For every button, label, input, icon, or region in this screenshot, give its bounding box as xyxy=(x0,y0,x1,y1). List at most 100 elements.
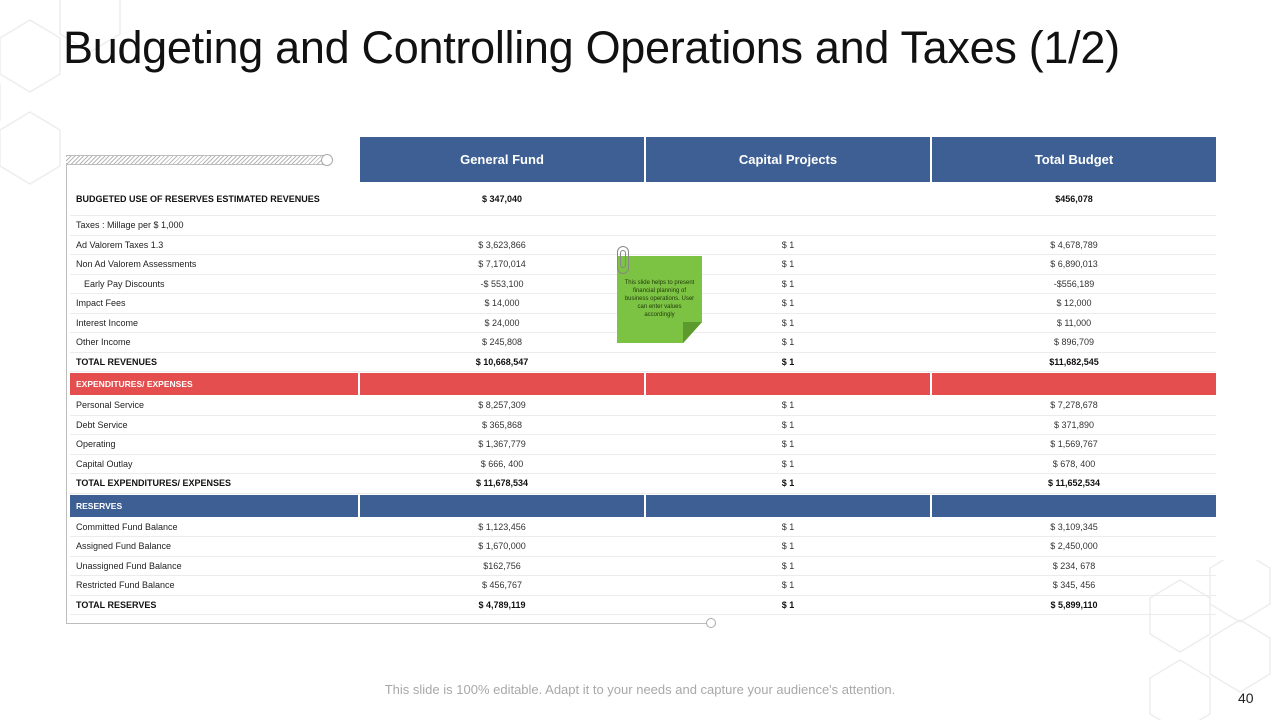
row-label: TOTAL EXPENDITURES/ EXPENSES xyxy=(76,478,232,489)
expenditures-band: EXPENDITURES/ EXPENSES xyxy=(70,373,1216,395)
cell-capital-projects: $ 1 xyxy=(781,298,795,309)
row-label: Early Pay Discounts xyxy=(84,278,165,289)
cell-general-fund: $ 7,170,014 xyxy=(478,259,526,270)
cell-capital-projects: $ 1 xyxy=(781,521,795,532)
cell-total-budget: $11,682,545 xyxy=(1049,356,1099,367)
row-label: TOTAL RESERVES xyxy=(76,599,157,610)
cell-general-fund: $ 666, 400 xyxy=(480,458,524,469)
cell-total-budget: -$556,189 xyxy=(1053,278,1095,289)
sticky-note-text: This slide helps to present financial pl… xyxy=(624,280,695,318)
cell-total-budget: $ 7,278,678 xyxy=(1050,400,1098,411)
band-cell xyxy=(646,494,930,517)
expenditure-rows: Personal Service $ 8,257,309 $ 1 $ 7,278,67… xyxy=(70,396,1216,494)
cell-capital-projects: $ 1 xyxy=(781,400,795,411)
cell-total-budget xyxy=(932,216,1216,235)
cell-general-fund: $ 24,000 xyxy=(484,317,520,328)
cell-general-fund: $162,756 xyxy=(483,560,521,571)
frame-left-line xyxy=(66,163,67,623)
cell-capital-projects xyxy=(646,182,930,215)
cell-general-fund: $ 347,040 xyxy=(481,193,523,204)
row-label: Unassigned Fund Balance xyxy=(76,560,182,571)
table-row: Restricted Fund Balance $ 456,767 $ 1 $ 345… xyxy=(70,576,1216,596)
cell-total-budget: $ 1,569,767 xyxy=(1050,439,1098,450)
cell-total-budget: $ 2,450,000 xyxy=(1050,541,1098,552)
page-number: 40 xyxy=(1238,690,1254,706)
row-label: Impact Fees xyxy=(76,298,126,309)
cell-capital-projects: $ 1 xyxy=(781,541,795,552)
cell-capital-projects: $ 1 xyxy=(781,239,795,250)
row-label: Capital Outlay xyxy=(76,458,133,469)
row-label: Other Income xyxy=(76,337,131,348)
band-cell xyxy=(360,373,644,395)
cell-capital-projects: $ 1 xyxy=(781,419,795,430)
table-row: TOTAL RESERVES $ 4,789,119 $ 1 $ 5,899,110 xyxy=(70,596,1216,615)
band-cell xyxy=(646,373,930,395)
cell-general-fund: $ 3,623,866 xyxy=(478,239,526,250)
paperclip-inner-icon xyxy=(620,250,626,268)
cell-capital-projects: $ 1 xyxy=(781,259,795,270)
cell-capital-projects: $ 1 xyxy=(781,599,795,610)
band-cell xyxy=(932,373,1216,395)
cell-capital-projects: $ 1 xyxy=(781,580,795,591)
cell-capital-projects: $ 1 xyxy=(781,560,795,571)
frame-knob-top xyxy=(321,154,333,166)
table-row: BUDGETED USE OF RESERVES ESTIMATED REVEN… xyxy=(70,182,1216,216)
cell-total-budget: $ 5,899,110 xyxy=(1050,599,1098,610)
table-row: Capital Outlay $ 666, 400 $ 1 $ 678, 400 xyxy=(70,455,1216,474)
hexagon-pattern-bottom-right-icon xyxy=(1149,560,1271,720)
table-row: Unassigned Fund Balance $162,756 $ 1 $ 234,… xyxy=(70,557,1216,576)
column-header-capital-projects: Capital Projects xyxy=(646,137,930,182)
footer-note: This slide is 100% editable. Adapt it to… xyxy=(384,682,896,697)
cell-total-budget: $ 11,652,534 xyxy=(1047,478,1101,489)
row-label: Non Ad Valorem Assessments xyxy=(76,259,197,270)
cell-capital-projects: $ 1 xyxy=(781,337,795,348)
cell-general-fund: $ 8,257,309 xyxy=(478,400,526,411)
table-row: Operating $ 1,367,779 $ 1 $ 1,569,767 xyxy=(70,435,1216,455)
row-label: BUDGETED USE OF RESERVES ESTIMATED REVEN… xyxy=(76,193,320,204)
cell-general-fund: $ 11,678,534 xyxy=(475,478,529,489)
cell-general-fund: $ 365,868 xyxy=(481,419,523,430)
table-row: Committed Fund Balance $ 1,123,456 $ 1 $ 3,… xyxy=(70,518,1216,537)
cell-general-fund: $ 1,367,779 xyxy=(478,439,526,450)
row-label: Restricted Fund Balance xyxy=(76,580,175,591)
cell-total-budget: $ 4,678,789 xyxy=(1050,239,1098,250)
header-spacer xyxy=(70,137,358,182)
cell-capital-projects: $ 1 xyxy=(781,458,795,469)
cell-general-fund: $ 245,808 xyxy=(481,337,523,348)
cell-total-budget: $ 345, 456 xyxy=(1052,580,1096,591)
row-label: TOTAL REVENUES xyxy=(76,356,158,367)
table-header: General Fund Capital Projects Total Budg… xyxy=(70,137,1216,182)
row-label: Personal Service xyxy=(76,400,145,411)
cell-general-fund: $ 1,123,456 xyxy=(478,521,526,532)
cell-total-budget: $ 234, 678 xyxy=(1052,560,1096,571)
table-row: Debt Service $ 365,868 $ 1 $ 371,890 xyxy=(70,416,1216,435)
cell-capital-projects: $ 1 xyxy=(781,356,795,367)
reserves-label: RESERVES xyxy=(70,494,358,517)
row-label: Interest Income xyxy=(76,317,139,328)
cell-total-budget: $456,078 xyxy=(1055,193,1093,204)
budget-table: General Fund Capital Projects Total Budg… xyxy=(70,137,1216,615)
reserves-band: RESERVES xyxy=(70,494,1216,517)
reserve-rows: Committed Fund Balance $ 1,123,456 $ 1 $ 3,… xyxy=(70,518,1216,615)
frame-top-bar xyxy=(66,155,328,165)
row-label: Assigned Fund Balance xyxy=(76,541,172,552)
cell-general-fund: -$ 553,100 xyxy=(480,278,524,289)
band-cell xyxy=(360,494,644,517)
cell-total-budget: $ 371,890 xyxy=(1053,419,1095,430)
cell-total-budget: $ 678, 400 xyxy=(1052,458,1096,469)
row-label: Taxes : Millage per $ 1,000 xyxy=(76,220,184,231)
row-label: Debt Service xyxy=(76,419,128,430)
cell-capital-projects: $ 1 xyxy=(781,317,795,328)
table-row: Ad Valorem Taxes 1.3 $ 3,623,866 $ 1 $ 4,67… xyxy=(70,236,1216,255)
frame-knob-bottom xyxy=(706,618,716,628)
table-row: TOTAL REVENUES $ 10,668,547 $ 1 $11,682,545 xyxy=(70,353,1216,372)
row-label: Operating xyxy=(76,439,116,450)
cell-general-fund xyxy=(360,216,644,235)
table-row: Personal Service $ 8,257,309 $ 1 $ 7,278,67… xyxy=(70,396,1216,416)
paperclip-icon xyxy=(617,246,629,274)
table-row: Taxes : Millage per $ 1,000 xyxy=(70,216,1216,236)
cell-general-fund: $ 1,670,000 xyxy=(478,541,526,552)
frame-bottom-line xyxy=(66,623,708,624)
hexagon-pattern-top-left-icon xyxy=(0,0,121,185)
row-label: Ad Valorem Taxes 1.3 xyxy=(76,239,164,250)
